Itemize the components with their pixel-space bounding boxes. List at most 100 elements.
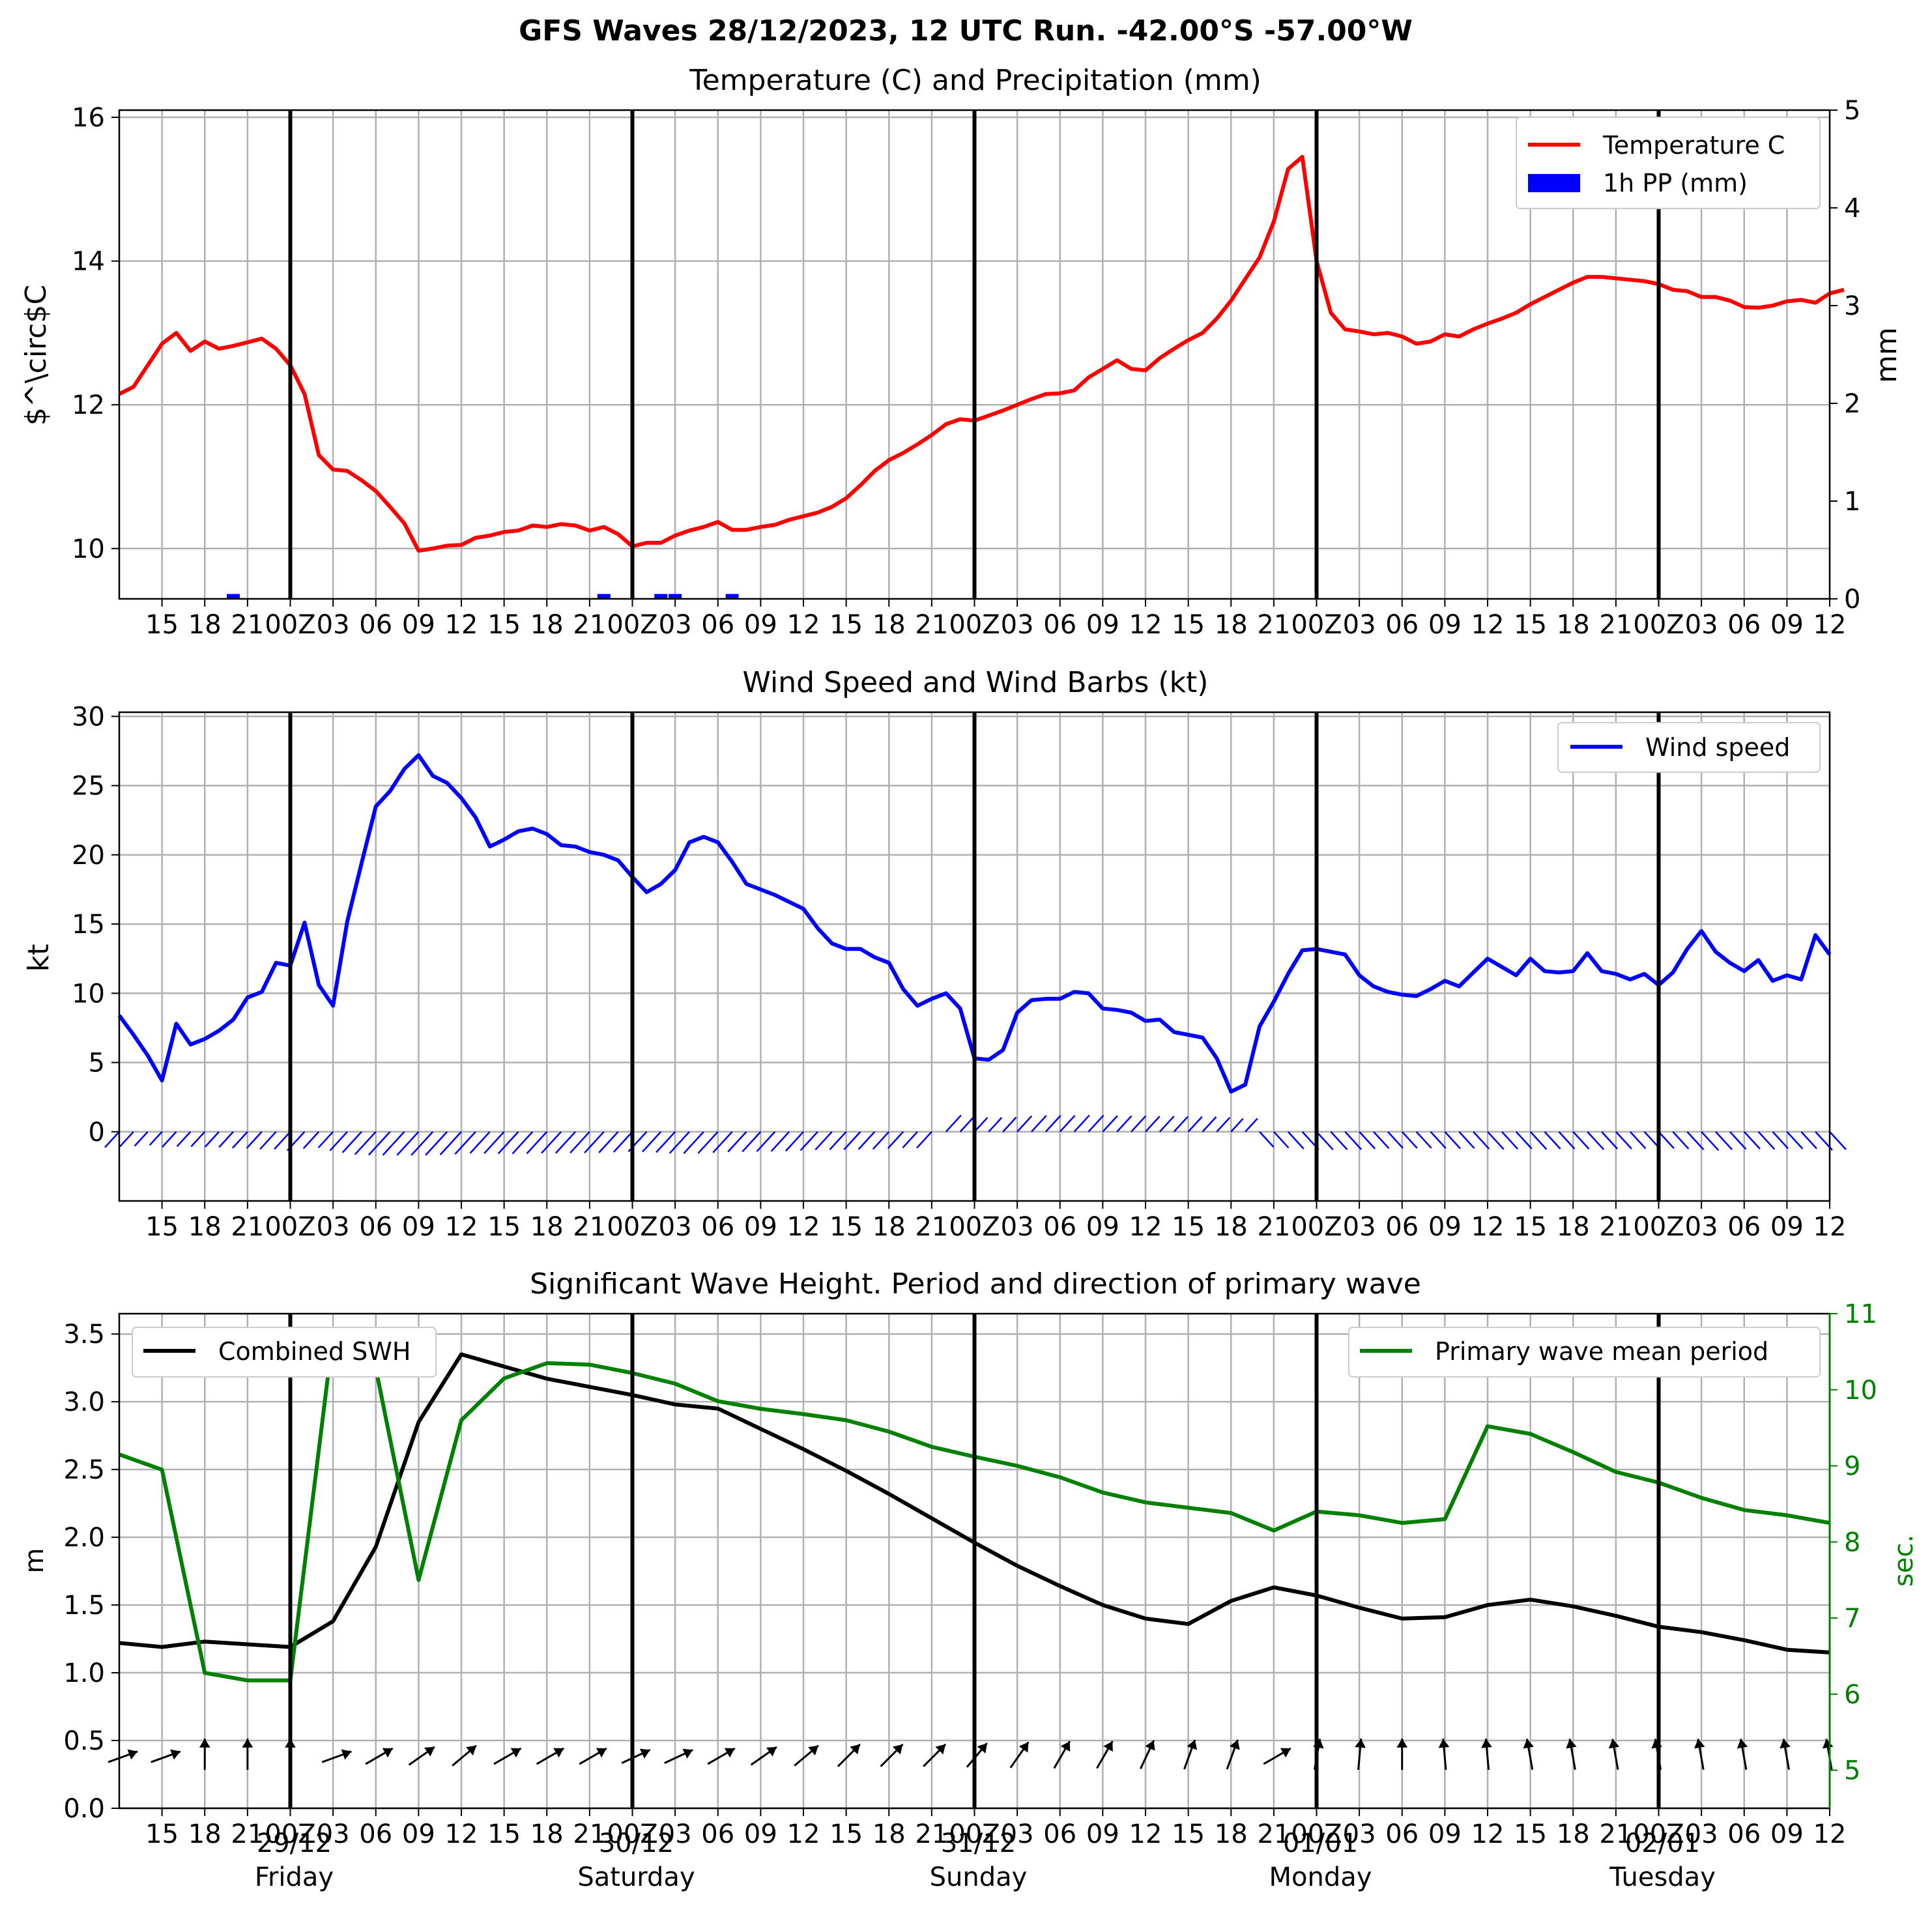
x-tick-label: 06 — [1385, 610, 1419, 640]
wind-axes: 15 18 21 00Z 03 06 09 12 15 18 21 00Z 03 06 09 12 15 18 21… — [72, 702, 1846, 1242]
wind-barb — [1145, 1116, 1161, 1133]
wind-barb — [439, 1131, 462, 1155]
wave-axes: 15 18 21 00Z 03 06 09 12 15 18 21 00Z 03 06 09 12 15 18 21… — [63, 1299, 1877, 1849]
wave-direction-arrowhead — [1396, 1739, 1408, 1748]
wind-barb — [1629, 1131, 1647, 1149]
x-tick-label: 09 — [1770, 1819, 1804, 1849]
swh-legend: Combined SWH — [132, 1327, 437, 1378]
x-tick-label: 18 — [872, 1212, 906, 1242]
wind-barb — [329, 1131, 348, 1151]
wind-barb — [697, 1131, 719, 1154]
day-name-label: Friday — [255, 1862, 334, 1892]
wave-direction-arrowhead — [1145, 1740, 1155, 1751]
x-tick-label: 18 — [1215, 610, 1248, 640]
x-tick-label: 15 — [487, 1819, 521, 1849]
temperature-panel: Temperature (C) and Precipitation (mm) 1… — [20, 64, 1903, 640]
wind-barb — [1387, 1131, 1404, 1149]
wave-direction-arrowhead — [892, 1744, 903, 1755]
legend-precip-label: 1h PP (mm) — [1603, 169, 1748, 197]
wind-barb — [134, 1131, 149, 1147]
x-tick-label: 18 — [530, 610, 564, 640]
x-tick-label: 15 — [829, 1212, 863, 1242]
y-tick-label: 16 — [72, 103, 105, 133]
plot-frame — [118, 109, 1831, 600]
wind-barb — [785, 1131, 804, 1152]
wind-barb — [858, 1131, 876, 1150]
wind-barb — [742, 1131, 762, 1153]
legend-precip-swatch — [1528, 174, 1580, 192]
x-tick-label: 03 — [317, 1819, 350, 1849]
wind-barb — [1159, 1116, 1175, 1133]
wind-barb — [469, 1131, 491, 1154]
wave-direction-arrowhead — [639, 1748, 650, 1759]
x-tick-label: 09 — [402, 610, 435, 640]
temperature-panel-title: Temperature (C) and Precipitation (mm) — [689, 64, 1262, 97]
x-tick-label: 06 — [1385, 1819, 1419, 1849]
x-tick-label: 12 — [1471, 1819, 1505, 1849]
x-tick-label: 21 — [915, 1212, 948, 1242]
x-tick-label: 12 — [445, 610, 478, 640]
wind-barb — [1800, 1131, 1817, 1149]
x-tick-label: 15 — [145, 1212, 179, 1242]
wave-direction-arrowhead — [1060, 1741, 1071, 1752]
day-name-label: Saturday — [577, 1862, 695, 1892]
x-tick-label: 21 — [231, 610, 264, 640]
y-right-tick-label: 1 — [1844, 487, 1860, 517]
wind-barb — [341, 1131, 362, 1153]
wind-barb — [259, 1131, 277, 1150]
legend-temperature-label: Temperature C — [1602, 131, 1785, 160]
wind-barb — [1116, 1115, 1132, 1133]
y-right-tick-label: 10 — [1844, 1376, 1877, 1406]
x-tick-label: 03 — [1001, 1212, 1034, 1242]
wind-barb — [570, 1131, 590, 1154]
x-tick-label: 18 — [872, 1819, 906, 1849]
wave-direction-arrowhead — [935, 1744, 946, 1755]
wind-barb — [1743, 1131, 1761, 1149]
x-tick-label: 06 — [1727, 1212, 1761, 1242]
wind-barb — [1330, 1131, 1348, 1150]
wind-barb — [1558, 1131, 1576, 1149]
legend-wind-label: Wind speed — [1645, 733, 1790, 762]
x-tick-label: 09 — [402, 1819, 435, 1849]
x-tick-label: 09 — [1770, 1212, 1804, 1242]
x-tick-label: 06 — [1385, 1212, 1419, 1242]
swh-ylabel: m — [20, 1548, 50, 1574]
wind-barb — [1073, 1114, 1090, 1133]
wind-barb — [712, 1131, 733, 1153]
y-tick-label: 25 — [72, 772, 105, 802]
wind-barb — [161, 1131, 177, 1148]
x-tick-label: 15 — [1172, 610, 1205, 640]
x-tick-label: 09 — [1428, 1819, 1462, 1849]
x-tick-label: 06 — [701, 1819, 734, 1849]
day-name-label: Tuesday — [1609, 1862, 1716, 1892]
y-tick-label: 2.0 — [63, 1523, 105, 1553]
x-tick-label: 00Z — [265, 610, 315, 640]
wind-barb — [149, 1131, 163, 1146]
wind-legend: Wind speed — [1557, 722, 1821, 773]
legend-swh-label: Combined SWH — [218, 1337, 411, 1366]
x-tick-label: 00Z — [265, 1212, 315, 1242]
x-tick-label: 06 — [1727, 1819, 1761, 1849]
y-tick-label: 0 — [89, 1118, 105, 1148]
wind-barb — [411, 1131, 434, 1156]
day-labels: 29/12 Friday 30/12 Saturday 31/12 Sunday 01/01… — [255, 1828, 1716, 1892]
wind-barb — [887, 1131, 904, 1149]
wind-barb — [246, 1131, 263, 1149]
x-tick-label: 21 — [1257, 1212, 1290, 1242]
wind-barb — [1658, 1131, 1675, 1149]
temperature-line-group — [118, 154, 1845, 553]
wind-barb — [190, 1131, 206, 1148]
wave-direction-arrowhead — [682, 1748, 693, 1759]
x-tick-label: 15 — [145, 610, 179, 640]
x-tick-label: 03 — [659, 1819, 692, 1849]
wind-barb — [1002, 1116, 1017, 1133]
wave-direction-arrowhead — [1694, 1739, 1705, 1749]
wind-barb — [1102, 1115, 1118, 1133]
x-tick-label: 21 — [231, 1819, 264, 1849]
wind-barb — [526, 1131, 548, 1155]
x-tick-label: 09 — [744, 610, 777, 640]
wind-barb — [1601, 1131, 1619, 1149]
x-tick-label: 09 — [1770, 610, 1804, 640]
wave-direction-arrowhead — [553, 1748, 564, 1758]
x-tick-label: 18 — [872, 610, 906, 640]
